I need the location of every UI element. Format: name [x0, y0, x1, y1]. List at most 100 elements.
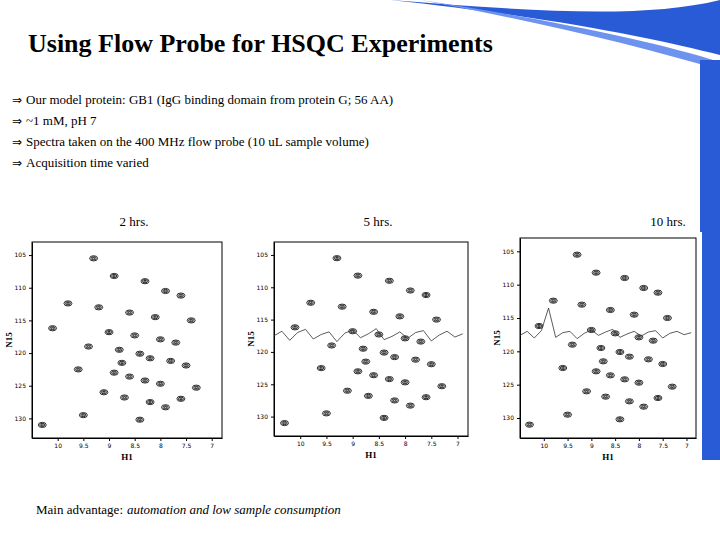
- contour-ring: [670, 385, 675, 388]
- peak: [385, 376, 393, 381]
- peak: [606, 307, 614, 312]
- contour-ring: [409, 290, 411, 292]
- contour-ring: [597, 345, 605, 350]
- contour-ring: [144, 280, 146, 282]
- contour-ring: [594, 271, 599, 274]
- axis-line: [33, 438, 223, 439]
- peak: [640, 404, 648, 409]
- contour-ring: [180, 398, 182, 400]
- peak: [621, 275, 629, 280]
- peak: [74, 367, 82, 372]
- tick: 110: [15, 284, 32, 291]
- contour-ring: [594, 370, 599, 373]
- tick-mark: [517, 318, 520, 319]
- peak: [597, 345, 605, 350]
- contour-ring: [573, 252, 581, 257]
- tick-label: 8: [638, 442, 642, 449]
- contour-ring: [364, 393, 372, 398]
- contour-ring: [425, 294, 427, 296]
- contour-ring: [423, 396, 428, 399]
- contour-ring: [149, 401, 151, 403]
- contour-ring: [654, 290, 662, 295]
- contour-ring: [101, 391, 106, 394]
- peak: [162, 288, 170, 293]
- contour-ring: [173, 341, 178, 344]
- contour-ring: [341, 306, 343, 308]
- contour-ring: [308, 301, 313, 304]
- contour-ring: [110, 273, 118, 278]
- contour-ring: [649, 338, 657, 343]
- plot-frame: [520, 238, 696, 438]
- spectrum-chart: 2 hrs.109.598.587.57105110115120125130H1…: [2, 214, 228, 466]
- contour-ring: [635, 380, 643, 385]
- contour-ring: [307, 300, 315, 305]
- contour-ring: [600, 347, 602, 349]
- contour-ring: [112, 274, 117, 277]
- contour-ring: [110, 370, 118, 375]
- contour-ring: [665, 316, 670, 319]
- contour-ring: [192, 385, 200, 390]
- peak: [64, 301, 72, 306]
- peak: [427, 362, 435, 367]
- tick-mark: [639, 438, 640, 441]
- contour-ring: [371, 310, 376, 313]
- contour-ring: [310, 302, 312, 304]
- peak: [391, 398, 399, 403]
- chart-title: 2 hrs.: [120, 214, 149, 229]
- x-axis-label: H1: [602, 452, 614, 462]
- contour-ring: [392, 399, 397, 402]
- contour-ring: [330, 345, 332, 347]
- contour-ring: [282, 421, 287, 424]
- contour-ring: [91, 257, 96, 260]
- tick-label: 110: [15, 284, 27, 291]
- contour-ring: [118, 360, 126, 365]
- peak: [396, 314, 404, 319]
- contour-ring: [158, 382, 163, 385]
- tick: 115: [257, 316, 274, 323]
- slide-title: Using Flow Probe for HSQC Experiments: [28, 29, 493, 58]
- tick-label: 7.5: [658, 442, 668, 449]
- contour-ring: [159, 383, 161, 385]
- peak: [385, 278, 393, 283]
- peak: [616, 417, 624, 422]
- contour-ring: [333, 256, 341, 261]
- tick-mark: [271, 320, 274, 321]
- contour-ring: [608, 374, 613, 377]
- peak: [568, 342, 576, 347]
- y-axis: 105110115120125130: [257, 243, 275, 437]
- peak: [644, 357, 652, 362]
- peak: [406, 288, 414, 293]
- contour-ring: [370, 373, 378, 378]
- tick: 130: [503, 414, 520, 421]
- contour-ring: [616, 349, 624, 354]
- peak: [535, 323, 543, 328]
- contour-ring: [422, 292, 430, 297]
- tick-mark: [568, 438, 569, 441]
- contour-ring: [190, 320, 192, 322]
- contour-ring: [578, 302, 586, 307]
- contour-ring: [189, 319, 194, 322]
- tick-label: 110: [257, 284, 269, 291]
- tick-mark: [186, 438, 187, 441]
- peak: [343, 388, 351, 393]
- contour-ring: [113, 275, 115, 277]
- contour-ring: [617, 350, 622, 353]
- peak: [141, 279, 149, 284]
- tick-mark: [405, 436, 406, 439]
- contour-ring: [92, 258, 94, 260]
- peak: [559, 365, 567, 370]
- contour-ring: [636, 336, 641, 339]
- contour-ring: [633, 314, 635, 316]
- peak: [141, 378, 149, 383]
- peak: [333, 256, 341, 261]
- tick: 110: [257, 284, 274, 291]
- contour-ring: [372, 374, 374, 376]
- tick: 9: [108, 438, 112, 449]
- contour-ring: [625, 354, 633, 359]
- contour-ring: [425, 396, 427, 398]
- contour-ring: [122, 396, 127, 399]
- contour-ring: [106, 331, 111, 334]
- axis-line: [521, 438, 697, 439]
- contour-ring: [41, 424, 43, 426]
- tick: 125: [15, 382, 32, 389]
